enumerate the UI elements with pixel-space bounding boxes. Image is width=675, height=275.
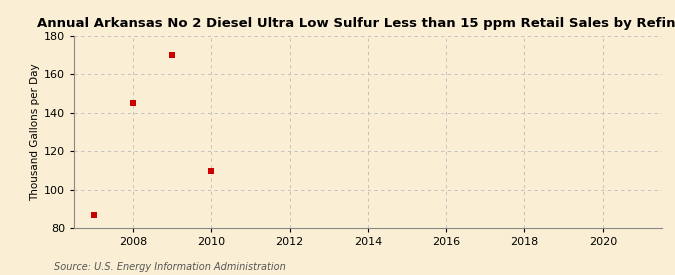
Point [167, 53, 178, 57]
Text: Source: U.S. Energy Information Administration: Source: U.S. Energy Information Administ… [54, 262, 286, 272]
Point [206, 168, 217, 173]
Title: Annual Arkansas No 2 Diesel Ultra Low Sulfur Less than 15 ppm Retail Sales by Re: Annual Arkansas No 2 Diesel Ultra Low Su… [37, 17, 675, 31]
Point [128, 101, 138, 105]
Y-axis label: Thousand Gallons per Day: Thousand Gallons per Day [30, 63, 40, 201]
Point [88, 213, 99, 217]
